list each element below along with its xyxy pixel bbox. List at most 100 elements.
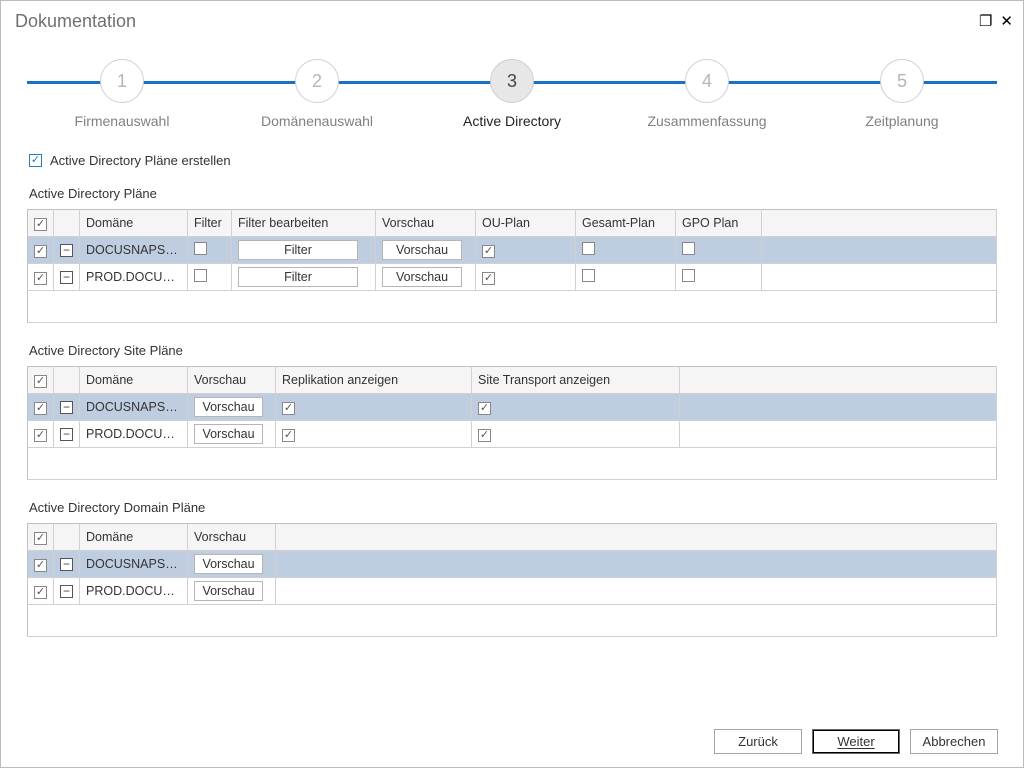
select-all-checkbox[interactable] bbox=[34, 532, 47, 545]
row-check[interactable] bbox=[34, 429, 47, 442]
step-circle: 1 bbox=[100, 59, 144, 103]
preview-button[interactable]: Vorschau bbox=[194, 424, 263, 444]
close-icon[interactable]: ✕ bbox=[1000, 12, 1013, 30]
col-preview[interactable]: Vorschau bbox=[188, 367, 276, 394]
step-label: Firmenauswahl bbox=[27, 113, 217, 129]
row-check[interactable] bbox=[34, 245, 47, 258]
filter-button[interactable]: Filter bbox=[238, 240, 358, 260]
create-ad-plans-checkbox[interactable]: Active Directory Pläne erstellen bbox=[29, 153, 995, 168]
site-transport-check[interactable] bbox=[478, 429, 491, 442]
preview-button[interactable]: Vorschau bbox=[382, 267, 462, 287]
create-ad-plans-label: Active Directory Pläne erstellen bbox=[50, 153, 231, 168]
ou-check[interactable] bbox=[482, 272, 495, 285]
site-transport-check[interactable] bbox=[478, 402, 491, 415]
col-preview[interactable]: Vorschau bbox=[376, 210, 476, 237]
wizard-step-4[interactable]: 4 Zusammenfassung bbox=[612, 53, 802, 129]
cell-domain: PROD.DOCUS... bbox=[80, 578, 188, 605]
next-button[interactable]: Weiter bbox=[812, 729, 900, 754]
grid-ad-domain-plans: Domäne Vorschau DOCUSNAPSP...VorschauPRO… bbox=[27, 523, 997, 637]
cancel-button[interactable]: Abbrechen bbox=[910, 729, 998, 754]
grid3-title: Active Directory Domain Pläne bbox=[29, 500, 997, 515]
wizard-step-5[interactable]: 5 Zeitplanung bbox=[807, 53, 997, 129]
collapse-icon[interactable] bbox=[60, 271, 73, 284]
gpo-check[interactable] bbox=[682, 242, 695, 255]
table-row[interactable]: DOCUSNAPSP... Filter Vorschau bbox=[28, 237, 997, 264]
preview-button[interactable]: Vorschau bbox=[194, 581, 263, 601]
cell-domain: DOCUSNAPSP... bbox=[80, 237, 188, 264]
wizard-stepper: 1 Firmenauswahl 2 Domänenauswahl 3 Active Dir… bbox=[27, 53, 997, 139]
collapse-icon[interactable] bbox=[60, 585, 73, 598]
table-row[interactable]: PROD.DOCUS... Vorschau bbox=[28, 421, 997, 448]
row-check[interactable] bbox=[34, 559, 47, 572]
gpo-check[interactable] bbox=[682, 269, 695, 282]
select-all-checkbox[interactable] bbox=[34, 375, 47, 388]
cell-domain: PROD.DOCUS... bbox=[80, 421, 188, 448]
maximize-icon[interactable]: ❐ bbox=[979, 12, 992, 30]
wizard-footer: Zurück Weiter Abbrechen bbox=[714, 729, 998, 754]
gesamt-check[interactable] bbox=[582, 269, 595, 282]
cell-domain: PROD.DOCUS... bbox=[80, 264, 188, 291]
row-check[interactable] bbox=[34, 402, 47, 415]
col-ou-plan[interactable]: OU-Plan bbox=[476, 210, 576, 237]
cell-domain: DOCUSNAPSP... bbox=[80, 394, 188, 421]
col-gpo-plan[interactable]: GPO Plan bbox=[676, 210, 762, 237]
table-header-row: Domäne Vorschau bbox=[28, 524, 997, 551]
filter-button[interactable]: Filter bbox=[238, 267, 358, 287]
step-circle: 5 bbox=[880, 59, 924, 103]
select-all-checkbox[interactable] bbox=[34, 218, 47, 231]
step-label: Zeitplanung bbox=[807, 113, 997, 129]
collapse-icon[interactable] bbox=[60, 401, 73, 414]
step-circle: 4 bbox=[685, 59, 729, 103]
table-header-row: Domäne Vorschau Replikation anzeigen Sit… bbox=[28, 367, 997, 394]
cell-domain: DOCUSNAPSP... bbox=[80, 551, 188, 578]
table-row[interactable]: PROD.DOCUS... Filter Vorschau bbox=[28, 264, 997, 291]
collapse-icon[interactable] bbox=[60, 244, 73, 257]
title-bar: Dokumentation ❐ ✕ bbox=[1, 1, 1023, 35]
window-title: Dokumentation bbox=[15, 11, 136, 32]
table-header-row: Domäne Filter Filter bearbeiten Vorschau… bbox=[28, 210, 997, 237]
grid1-title: Active Directory Pläne bbox=[29, 186, 997, 201]
col-domain[interactable]: Domäne bbox=[80, 367, 188, 394]
preview-button[interactable]: Vorschau bbox=[382, 240, 462, 260]
step-label: Active Directory bbox=[417, 113, 607, 129]
gesamt-check[interactable] bbox=[582, 242, 595, 255]
col-replication[interactable]: Replikation anzeigen bbox=[276, 367, 472, 394]
table-row[interactable]: DOCUSNAPSP... Vorschau bbox=[28, 551, 997, 578]
col-gesamt-plan[interactable]: Gesamt-Plan bbox=[576, 210, 676, 237]
filler-row bbox=[28, 448, 997, 480]
col-edit-filter[interactable]: Filter bearbeiten bbox=[232, 210, 376, 237]
step-circle: 3 bbox=[490, 59, 534, 103]
grid-ad-site-plans: Domäne Vorschau Replikation anzeigen Sit… bbox=[27, 366, 997, 480]
wizard-step-3[interactable]: 3 Active Directory bbox=[417, 53, 607, 129]
filter-check[interactable] bbox=[194, 269, 207, 282]
row-check[interactable] bbox=[34, 586, 47, 599]
filler-row bbox=[28, 291, 997, 323]
col-filter[interactable]: Filter bbox=[188, 210, 232, 237]
table-row[interactable]: PROD.DOCUS... Vorschau bbox=[28, 578, 997, 605]
ou-check[interactable] bbox=[482, 245, 495, 258]
replication-check[interactable] bbox=[282, 402, 295, 415]
filter-check[interactable] bbox=[194, 242, 207, 255]
wizard-step-2[interactable]: 2 Domänenauswahl bbox=[222, 53, 412, 129]
table-row[interactable]: DOCUSNAPSP... Vorschau bbox=[28, 394, 997, 421]
step-circle: 2 bbox=[295, 59, 339, 103]
col-site-transport[interactable]: Site Transport anzeigen bbox=[472, 367, 680, 394]
wizard-step-1[interactable]: 1 Firmenauswahl bbox=[27, 53, 217, 129]
window-controls: ❐ ✕ bbox=[979, 12, 1013, 30]
collapse-icon[interactable] bbox=[60, 558, 73, 571]
filler-row bbox=[28, 605, 997, 637]
col-domain[interactable]: Domäne bbox=[80, 210, 188, 237]
grid-ad-plans: Domäne Filter Filter bearbeiten Vorschau… bbox=[27, 209, 997, 323]
col-domain[interactable]: Domäne bbox=[80, 524, 188, 551]
col-preview[interactable]: Vorschau bbox=[188, 524, 276, 551]
row-check[interactable] bbox=[34, 272, 47, 285]
preview-button[interactable]: Vorschau bbox=[194, 554, 263, 574]
collapse-icon[interactable] bbox=[60, 428, 73, 441]
back-button[interactable]: Zurück bbox=[714, 729, 802, 754]
preview-button[interactable]: Vorschau bbox=[194, 397, 263, 417]
step-label: Domänenauswahl bbox=[222, 113, 412, 129]
step-label: Zusammenfassung bbox=[612, 113, 802, 129]
grid2-title: Active Directory Site Pläne bbox=[29, 343, 997, 358]
replication-check[interactable] bbox=[282, 429, 295, 442]
checkbox-icon bbox=[29, 154, 42, 167]
